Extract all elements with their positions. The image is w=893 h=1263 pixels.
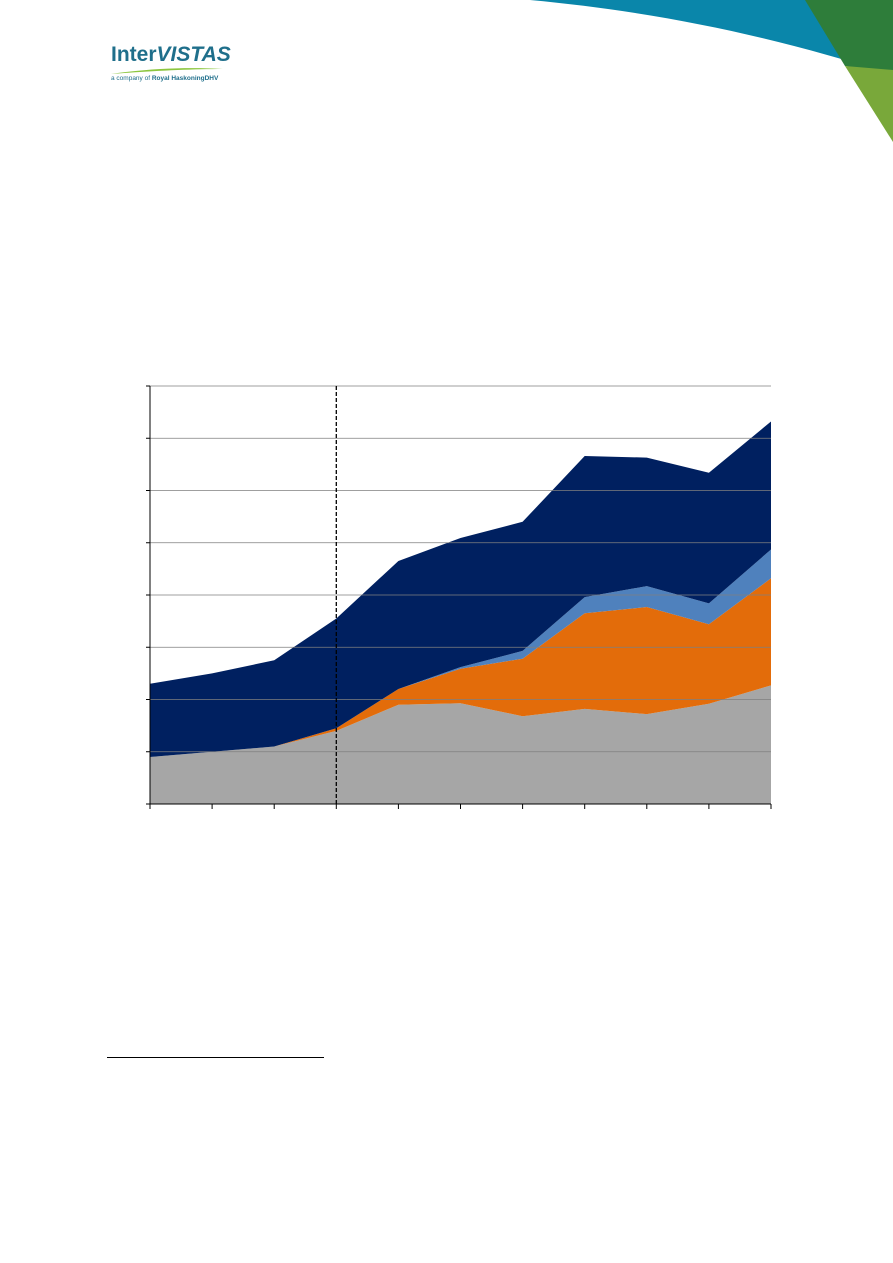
chart-gridlines: [150, 385, 771, 753]
chart-areas: [150, 421, 771, 804]
logo-tagline-prefix: a company of: [111, 75, 151, 82]
chart-axes: [146, 385, 772, 809]
area-series-2: [150, 578, 771, 757]
area-series-1: [150, 685, 771, 804]
logo-tagline: a company of Royal HaskoningDHV: [111, 75, 241, 82]
corner-band-teal: [530, 0, 893, 75]
area-series-3: [150, 549, 771, 757]
logo-wordmark: InterVISTAS: [111, 44, 241, 66]
header-corner-graphic: [530, 0, 893, 142]
corner-band-green: [805, 0, 893, 80]
logo-swoosh-icon: [111, 68, 223, 74]
footnote-separator: [107, 1057, 324, 1058]
logo-wordmark-suffix: VISTAS: [156, 43, 231, 66]
corner-band-lime: [845, 66, 893, 142]
company-logo: InterVISTAS a company of Royal Haskoning…: [111, 44, 241, 82]
area-series-4: [150, 421, 771, 757]
logo-tagline-company: Royal HaskoningDHV: [151, 75, 219, 82]
logo-wordmark-prefix: Inter: [111, 43, 157, 66]
